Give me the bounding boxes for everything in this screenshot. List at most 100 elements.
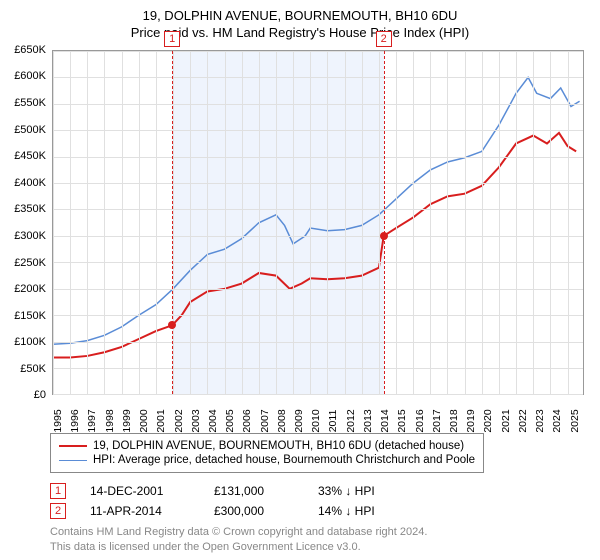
gridline-v bbox=[396, 51, 397, 395]
sale-row-marker: 1 bbox=[50, 483, 66, 499]
y-tick-label: £0 bbox=[34, 389, 46, 401]
x-tick-label: 2007 bbox=[259, 410, 271, 433]
sale-dot-2 bbox=[380, 232, 388, 240]
gridline-v bbox=[568, 51, 569, 395]
x-tick-label: 2017 bbox=[431, 410, 443, 433]
gridline-v bbox=[53, 51, 54, 395]
gridline-v bbox=[156, 51, 157, 395]
series-price_paid bbox=[53, 133, 576, 358]
y-tick-label: £550K bbox=[14, 97, 46, 109]
series-hpi bbox=[53, 77, 580, 344]
x-tick-label: 1998 bbox=[104, 410, 116, 433]
gridline-v bbox=[447, 51, 448, 395]
gridline-v bbox=[533, 51, 534, 395]
x-tick-label: 1997 bbox=[86, 410, 98, 433]
gridline-v bbox=[70, 51, 71, 395]
x-tick-label: 2013 bbox=[362, 410, 374, 433]
y-tick-label: £350K bbox=[14, 203, 46, 215]
gridline-h bbox=[53, 394, 583, 395]
gridline-v bbox=[516, 51, 517, 395]
y-tick-label: £650K bbox=[14, 44, 46, 56]
footer-line-1: Contains HM Land Registry data © Crown c… bbox=[50, 525, 590, 539]
legend-label: 19, DOLPHIN AVENUE, BOURNEMOUTH, BH10 6D… bbox=[93, 440, 464, 452]
x-tick-label: 2019 bbox=[465, 410, 477, 433]
x-tick-label: 2000 bbox=[138, 410, 150, 433]
sales-table: 114-DEC-2001£131,00033% ↓ HPI211-APR-201… bbox=[50, 479, 590, 523]
gridline-h bbox=[53, 104, 583, 105]
footer-line-2: This data is licensed under the Open Gov… bbox=[50, 540, 590, 554]
y-tick-label: £600K bbox=[14, 70, 46, 82]
gridline-v bbox=[225, 51, 226, 395]
gridline-h bbox=[53, 77, 583, 78]
sale-vs-hpi: 14% ↓ HPI bbox=[318, 504, 375, 518]
gridline-v bbox=[499, 51, 500, 395]
x-tick-label: 2015 bbox=[396, 410, 408, 433]
chart-subtitle: Price paid vs. HM Land Registry's House … bbox=[10, 25, 590, 40]
chart-lines-svg bbox=[53, 51, 583, 395]
x-tick-label: 2018 bbox=[448, 410, 460, 433]
x-tick-label: 2023 bbox=[534, 410, 546, 433]
gridline-v bbox=[173, 51, 174, 395]
x-tick-label: 1999 bbox=[121, 410, 133, 433]
x-tick-label: 2011 bbox=[327, 410, 339, 433]
y-tick-label: £500K bbox=[14, 124, 46, 136]
y-tick-label: £100K bbox=[14, 336, 46, 348]
gridline-v bbox=[122, 51, 123, 395]
sale-date: 14-DEC-2001 bbox=[90, 484, 190, 498]
x-tick-label: 2016 bbox=[414, 410, 426, 433]
gridline-v bbox=[139, 51, 140, 395]
y-tick-label: £300K bbox=[14, 230, 46, 242]
x-tick-label: 2008 bbox=[276, 410, 288, 433]
gridline-v bbox=[104, 51, 105, 395]
chart-plot-box: £0£50K£100K£150K£200K£250K£300K£350K£400… bbox=[10, 46, 590, 426]
gridline-v bbox=[310, 51, 311, 395]
gridline-h bbox=[53, 289, 583, 290]
plot-area: 12 bbox=[52, 50, 584, 396]
gridline-h bbox=[53, 51, 583, 52]
gridline-h bbox=[53, 183, 583, 184]
gridline-h bbox=[53, 262, 583, 263]
x-tick-label: 2001 bbox=[155, 410, 167, 433]
legend-swatch bbox=[59, 445, 87, 447]
legend-swatch bbox=[59, 460, 87, 461]
legend-label: HPI: Average price, detached house, Bour… bbox=[93, 454, 475, 466]
gridline-v bbox=[379, 51, 380, 395]
gridline-v bbox=[87, 51, 88, 395]
sale-price: £300,000 bbox=[214, 504, 294, 518]
sale-vs-hpi: 33% ↓ HPI bbox=[318, 484, 375, 498]
sale-row-1: 114-DEC-2001£131,00033% ↓ HPI bbox=[50, 483, 590, 499]
gridline-h bbox=[53, 209, 583, 210]
x-tick-label: 1996 bbox=[69, 410, 81, 433]
y-tick-label: £250K bbox=[14, 257, 46, 269]
sale-marker-box-2: 2 bbox=[376, 31, 392, 47]
sale-marker-box-1: 1 bbox=[164, 31, 180, 47]
gridline-v bbox=[242, 51, 243, 395]
sale-row-marker: 2 bbox=[50, 503, 66, 519]
x-tick-label: 2002 bbox=[173, 410, 185, 433]
gridline-v bbox=[276, 51, 277, 395]
gridline-v bbox=[327, 51, 328, 395]
gridline-v bbox=[345, 51, 346, 395]
x-tick-label: 2004 bbox=[207, 410, 219, 433]
footer-attribution: Contains HM Land Registry data © Crown c… bbox=[50, 525, 590, 554]
chart-container: 19, DOLPHIN AVENUE, BOURNEMOUTH, BH10 6D… bbox=[0, 0, 600, 560]
gridline-v bbox=[207, 51, 208, 395]
sale-marker-line-2 bbox=[384, 51, 385, 395]
x-tick-label: 2024 bbox=[551, 410, 563, 433]
gridline-v bbox=[430, 51, 431, 395]
sale-row-2: 2 11-APR-2014 £300,000 14% ↓ HPI bbox=[50, 503, 590, 519]
x-tick-label: 2009 bbox=[293, 410, 305, 433]
x-tick-label: 2012 bbox=[345, 410, 357, 433]
gridline-v bbox=[465, 51, 466, 395]
x-tick-label: 2014 bbox=[379, 410, 391, 433]
gridline-h bbox=[53, 236, 583, 237]
chart-title: 19, DOLPHIN AVENUE, BOURNEMOUTH, BH10 6D… bbox=[10, 8, 590, 25]
legend-row-hpi: HPI: Average price, detached house, Bour… bbox=[59, 454, 475, 466]
gridline-h bbox=[53, 342, 583, 343]
gridline-v bbox=[413, 51, 414, 395]
x-tick-label: 2025 bbox=[569, 410, 581, 433]
gridline-v bbox=[362, 51, 363, 395]
x-tick-label: 2010 bbox=[310, 410, 322, 433]
y-tick-label: £400K bbox=[14, 177, 46, 189]
sale-date: 11-APR-2014 bbox=[90, 504, 190, 518]
